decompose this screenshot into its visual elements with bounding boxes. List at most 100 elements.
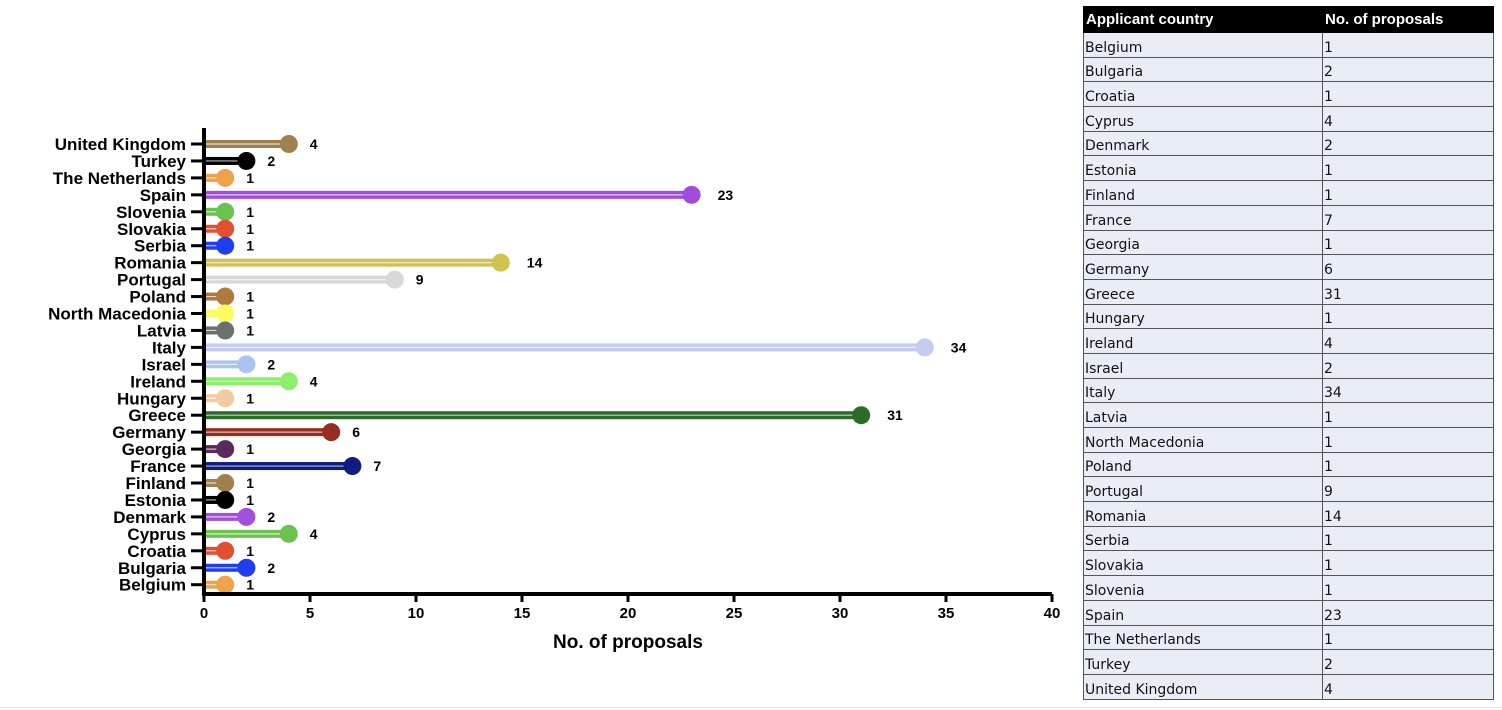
table-row: Poland 1 — [1083, 451, 1494, 478]
table-row: United Kingdom 4 — [1083, 673, 1494, 700]
lollipop-dot — [279, 372, 298, 391]
lollipop-dot — [216, 236, 235, 255]
country-cell: Estonia — [1083, 155, 1323, 182]
category-label: Germany — [112, 423, 186, 442]
country-cell: Turkey — [1083, 649, 1323, 675]
value-label: 2 — [267, 509, 275, 525]
category-label: Estonia — [125, 491, 187, 510]
country-cell: Portugal — [1083, 476, 1323, 503]
table-header-row: Applicant country No. of proposals — [1083, 6, 1494, 33]
proposals-cell: 1 — [1322, 525, 1494, 552]
lollipop-dot — [279, 135, 298, 153]
value-label: 1 — [246, 322, 254, 338]
proposals-cell: 4 — [1322, 328, 1494, 354]
country-cell: Israel — [1083, 352, 1323, 379]
country-cell: Poland — [1083, 451, 1323, 478]
table-row: Ireland 4 — [1083, 328, 1494, 354]
category-label: Belgium — [119, 576, 186, 595]
lollipop-dot — [491, 253, 510, 272]
lollipop-dot — [237, 355, 256, 374]
country-cell: Ireland — [1083, 328, 1323, 354]
category-label: United Kingdom — [55, 135, 186, 154]
lollipop-dot — [343, 457, 362, 476]
proposals-cell: 1 — [1322, 81, 1494, 108]
country-cell: France — [1083, 204, 1323, 231]
country-cell: Belgium — [1083, 32, 1323, 58]
table-row: Hungary 1 — [1083, 303, 1494, 330]
table-row: North Macedonia 1 — [1083, 427, 1494, 453]
category-label: North Macedonia — [48, 305, 186, 324]
value-label: 1 — [246, 170, 254, 186]
proposals-cell: 1 — [1322, 451, 1494, 478]
table-row: Belgium 1 — [1083, 32, 1494, 58]
table-row: Croatia 1 — [1083, 81, 1494, 108]
value-label: 4 — [310, 373, 318, 389]
value-label: 34 — [951, 339, 967, 355]
column-header-proposals: No. of proposals — [1322, 6, 1494, 33]
value-label: 2 — [267, 153, 275, 169]
lollipop-dot — [682, 185, 701, 204]
category-label: Cyprus — [127, 525, 186, 544]
country-cell: Latvia — [1083, 402, 1323, 428]
value-label: 4 — [310, 526, 318, 542]
category-label: Hungary — [117, 389, 187, 408]
x-axis: 0 5 10 15 20 25 30 35 40 — [191, 128, 1060, 622]
proposals-cell: 1 — [1322, 624, 1494, 651]
table-row: Finland 1 — [1083, 180, 1494, 206]
category-label: The Netherlands — [53, 169, 186, 188]
value-label: 1 — [246, 221, 254, 237]
table-row: Israel 2 — [1083, 352, 1494, 379]
proposals-cell: 7 — [1322, 204, 1494, 231]
category-label: Italy — [152, 338, 187, 357]
category-label: Turkey — [132, 152, 187, 171]
lollipop-dot — [216, 389, 235, 408]
proposals-cell: 6 — [1322, 254, 1494, 280]
lollipop-dot — [385, 270, 404, 289]
proposals-cell: 2 — [1322, 352, 1494, 379]
lollipop-dot — [216, 202, 235, 221]
x-axis-title: No. of proposals — [553, 632, 703, 653]
x-tick-label: 15 — [514, 605, 531, 622]
proposals-cell: 1 — [1322, 575, 1494, 601]
value-label: 1 — [246, 492, 254, 508]
table-row: France 7 — [1083, 204, 1494, 231]
lollipop-dot — [915, 338, 934, 357]
proposals-cell: 23 — [1322, 599, 1494, 626]
country-cell: Spain — [1083, 599, 1323, 626]
value-label: 1 — [246, 289, 254, 305]
proposals-table: Applicant country No. of proposals Belgi… — [1083, 6, 1494, 700]
table-row: Bulgaria 2 — [1083, 56, 1494, 83]
lollipop-dot — [237, 558, 256, 577]
country-cell: Hungary — [1083, 303, 1323, 330]
lollipop-dot — [216, 219, 235, 238]
category-label: Bulgaria — [118, 559, 187, 578]
proposals-cell: 4 — [1322, 673, 1494, 700]
proposals-cell: 31 — [1322, 278, 1494, 305]
lollipop-dot — [216, 474, 235, 492]
x-tick-label: 5 — [306, 605, 314, 622]
value-label: 23 — [718, 187, 734, 203]
proposals-cell: 1 — [1322, 427, 1494, 453]
proposals-cell: 34 — [1322, 377, 1494, 404]
lollipop-dot — [216, 304, 235, 323]
column-header-country: Applicant country — [1083, 6, 1323, 33]
proposals-cell: 4 — [1322, 106, 1494, 132]
lollipop-dot — [216, 440, 235, 459]
value-label: 7 — [373, 458, 381, 474]
lollipop-dot — [237, 507, 256, 526]
proposals-cell: 1 — [1322, 180, 1494, 206]
value-label: 31 — [887, 407, 903, 423]
category-label: Georgia — [122, 440, 187, 459]
value-label: 1 — [246, 475, 254, 491]
proposals-cell: 9 — [1322, 476, 1494, 503]
table-row: Georgia 1 — [1083, 229, 1494, 256]
proposals-cell: 1 — [1322, 402, 1494, 428]
category-label: Slovenia — [116, 203, 186, 222]
country-cell: Romania — [1083, 501, 1323, 527]
proposals-cell: 14 — [1322, 501, 1494, 527]
category-label: France — [130, 457, 186, 476]
table-row: Romania 14 — [1083, 501, 1494, 527]
country-cell: Germany — [1083, 254, 1323, 280]
x-tick-label: 35 — [938, 605, 955, 622]
